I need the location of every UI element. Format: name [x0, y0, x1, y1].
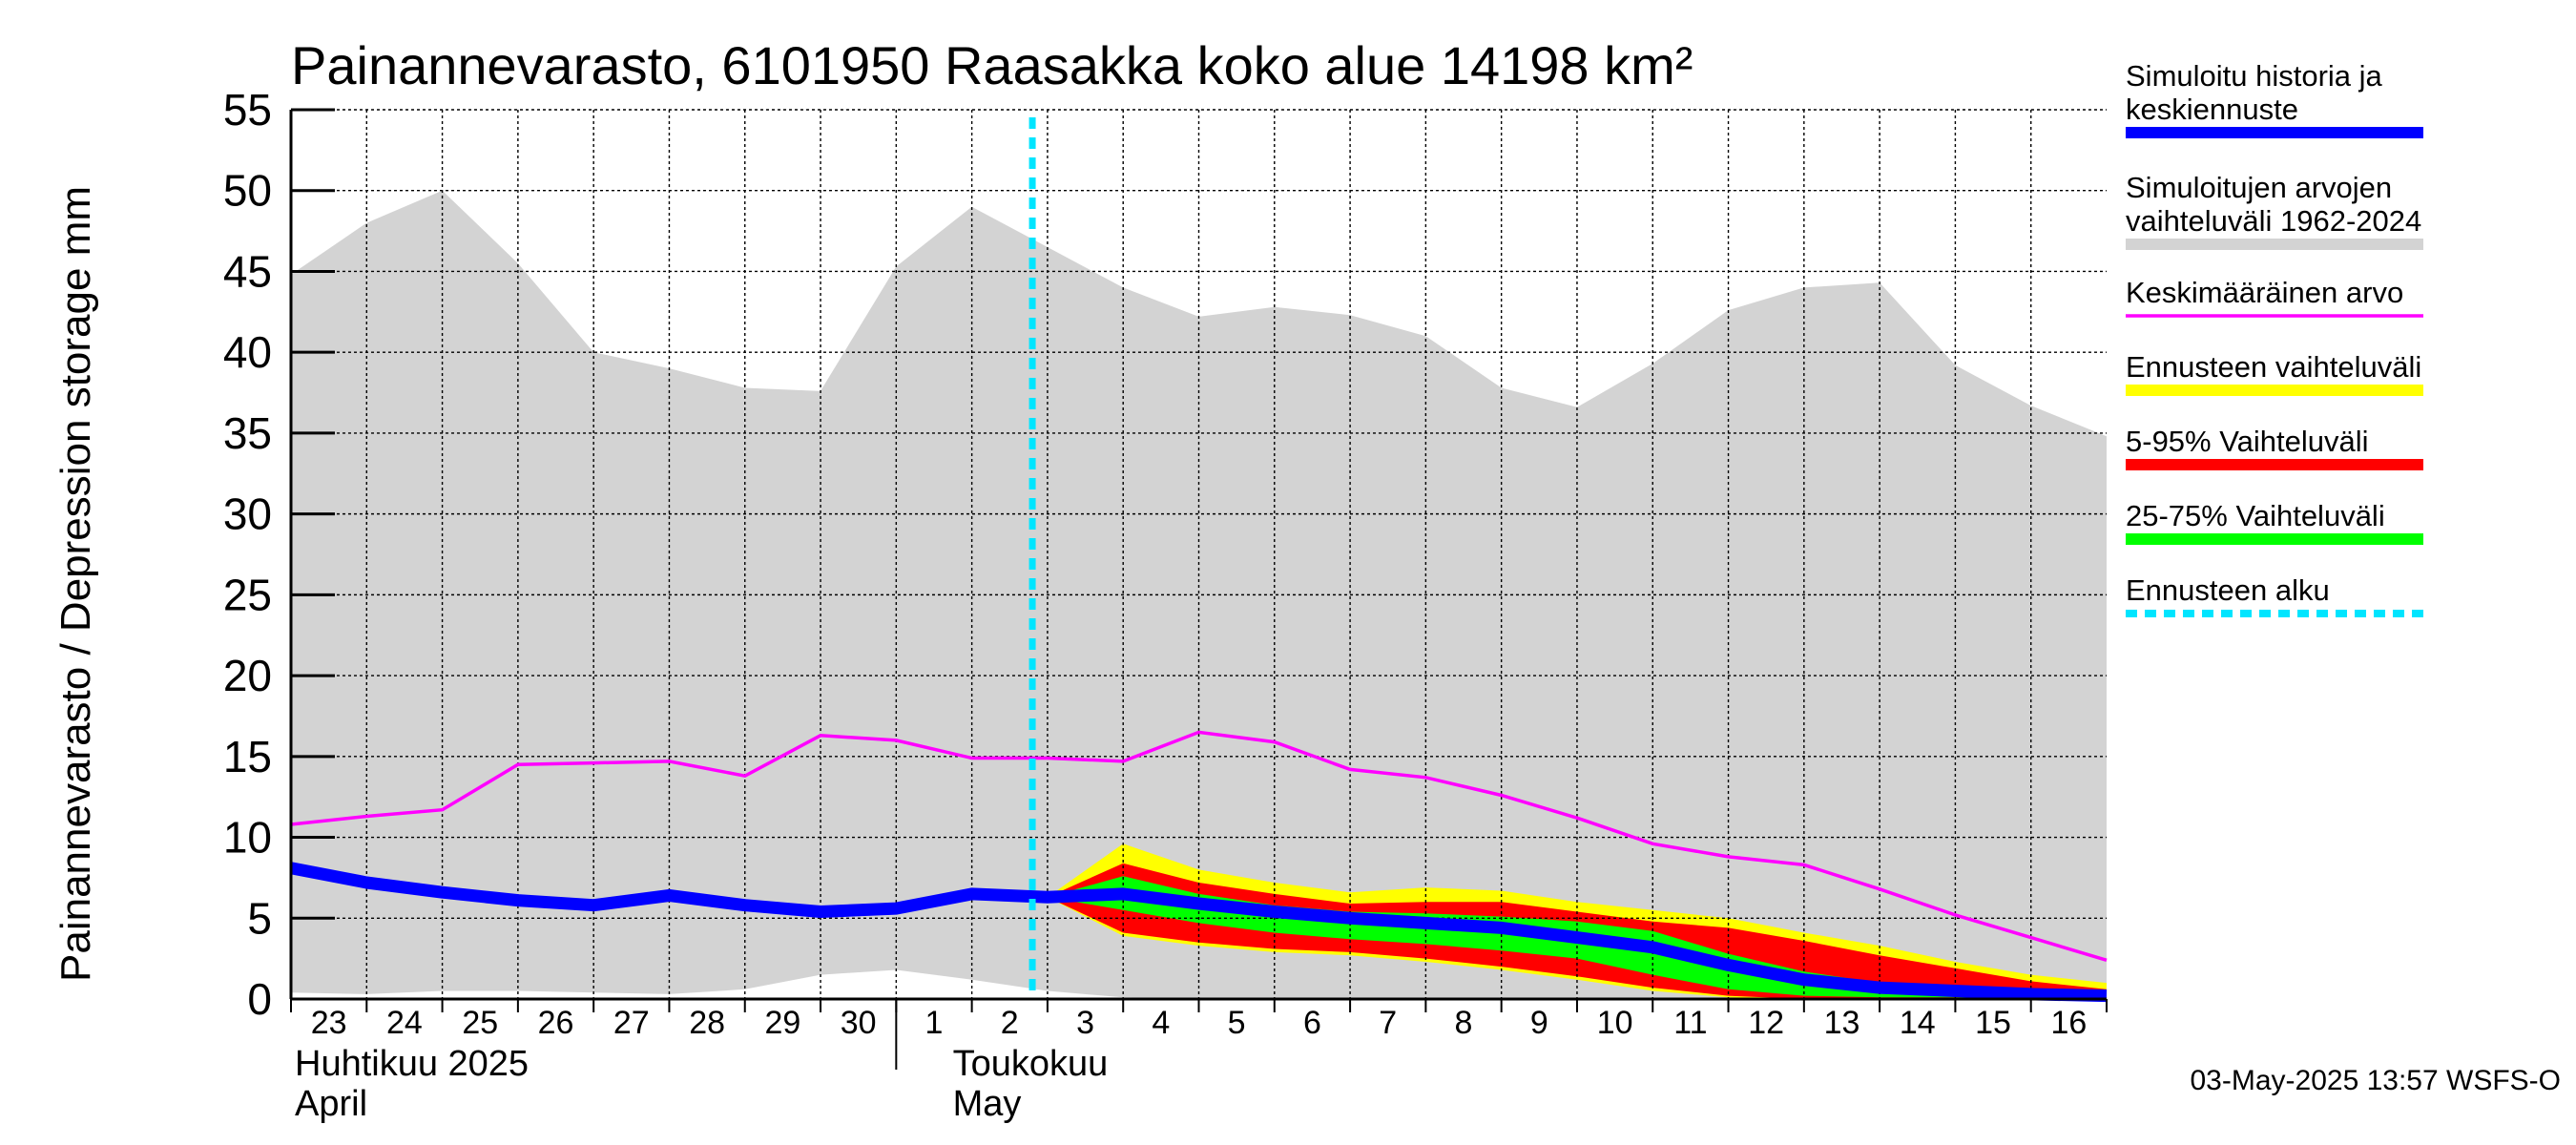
simulated-line — [289, 862, 2108, 1003]
x-tick-label: 30 — [841, 1005, 877, 1041]
y-tick-label: 45 — [223, 246, 272, 296]
x-tick-label: 14 — [1900, 1005, 1936, 1041]
x-tick-label: 8 — [1455, 1005, 1473, 1041]
x-tick-label: 28 — [689, 1005, 725, 1041]
y-tick-label: 25 — [223, 570, 272, 619]
month-label-en: April — [295, 1084, 367, 1124]
y-tick-label: 55 — [223, 85, 272, 135]
y-tick-label: 40 — [223, 327, 272, 377]
month-label: Huhtikuu 2025 — [295, 1044, 529, 1084]
x-tick-label: 26 — [538, 1005, 574, 1041]
x-tick-label: 3 — [1076, 1005, 1094, 1041]
month-label: Toukokuu — [953, 1044, 1109, 1084]
y-tick-label: 30 — [223, 489, 272, 539]
month-label-en: May — [953, 1084, 1022, 1124]
x-tick-label: 10 — [1597, 1005, 1633, 1041]
legend-label: Ennusteen vaihteluväli — [2126, 350, 2421, 384]
legend-label: Keskimääräinen arvo — [2126, 276, 2403, 309]
legend-label: Ennusteen alku — [2126, 573, 2330, 607]
legend-label: Simuloitu historia ja — [2126, 59, 2383, 93]
legend-label: 5-95% Vaihteluväli — [2126, 425, 2368, 458]
x-tick-label: 2 — [1001, 1005, 1019, 1041]
x-tick-label: 23 — [311, 1005, 347, 1041]
x-tick-label: 9 — [1530, 1005, 1548, 1041]
grid-lines — [291, 109, 2107, 999]
legend-label: 25-75% Vaihteluväli — [2126, 499, 2385, 532]
x-tick-label: 5 — [1228, 1005, 1246, 1041]
plot-lines — [289, 117, 2108, 1003]
chart-title: Painannevarasto, 6101950 Raasakka koko a… — [291, 35, 1693, 95]
x-tick-label: 6 — [1303, 1005, 1321, 1041]
x-tick-label: 27 — [613, 1005, 650, 1041]
x-tick-label: 25 — [462, 1005, 498, 1041]
x-tick-label: 11 — [1673, 1005, 1707, 1041]
x-tick-label: 1 — [925, 1005, 944, 1041]
y-tick-label: 10 — [223, 813, 272, 863]
y-tick-label: 20 — [223, 651, 272, 700]
timestamp: 03-May-2025 13:57 WSFS-O — [2191, 1065, 2562, 1096]
x-tick-label: 7 — [1379, 1005, 1397, 1041]
x-axis-ticks: 23 24 25 26 27 28 29 30 1 2 3 4 5 6 7 8 9 10 11 12 13 14 15 16 — [290, 999, 2108, 1041]
y-tick-label: 35 — [223, 408, 272, 458]
y-tick-label: 0 — [247, 974, 272, 1024]
legend-label: vaihteluväli 1962-2024 — [2126, 204, 2421, 238]
y-axis-ticks: 0 5 10 15 20 25 30 35 40 45 50 55 — [223, 85, 335, 1024]
x-tick-label: 16 — [2050, 1005, 2087, 1041]
x-tick-label: 4 — [1152, 1005, 1170, 1041]
x-tick-label: 12 — [1748, 1005, 1784, 1041]
legend-label: keskiennuste — [2126, 93, 2298, 126]
y-tick-label: 15 — [223, 732, 272, 781]
mean-line — [290, 730, 2108, 962]
legend-label: Simuloitujen arvojen — [2126, 171, 2392, 204]
x-tick-label: 24 — [386, 1005, 423, 1041]
y-axis-label: Painannevarasto / Depression storage mm — [52, 186, 99, 982]
x-tick-label: 15 — [1975, 1005, 2011, 1041]
y-tick-label: 5 — [247, 893, 272, 943]
x-tick-label: 13 — [1824, 1005, 1860, 1041]
x-tick-label: 29 — [764, 1005, 800, 1041]
y-tick-label: 50 — [223, 166, 272, 216]
